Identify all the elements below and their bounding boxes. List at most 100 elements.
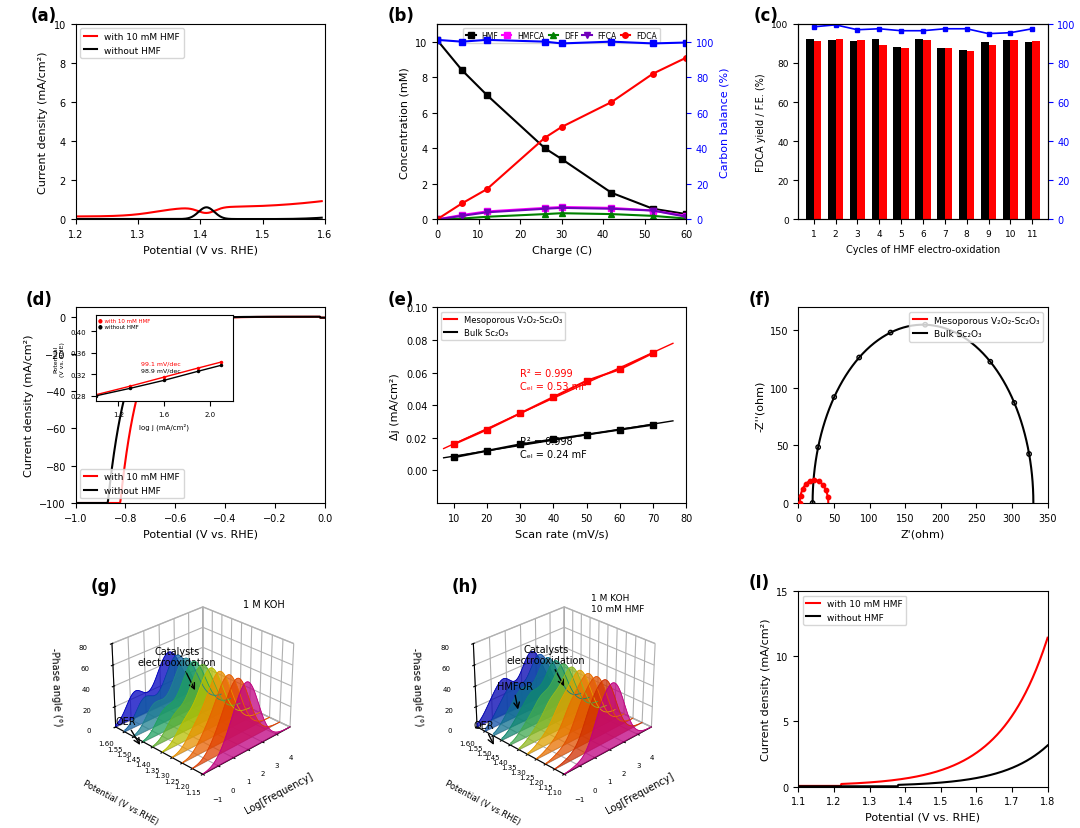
Point [806, 474, 823, 487]
FDCA [456, 200, 469, 209]
Y-axis label: FDCA yield / F.E. (%): FDCA yield / F.E. (%) [756, 73, 766, 171]
Bar [967, 52, 974, 220]
Bar [1025, 43, 1032, 220]
HMFCA [555, 203, 568, 213]
HMFCA [481, 207, 494, 217]
Y-axis label: Current density (mA/cm²): Current density (mA/cm²) [760, 618, 771, 760]
DFF [539, 209, 552, 219]
Bar [879, 46, 887, 220]
Point [792, 489, 809, 503]
Point [792, 497, 809, 510]
Text: 1 M KOH: 1 M KOH [243, 599, 285, 609]
Line: Carbon balance: Carbon balance [434, 38, 689, 47]
Point [951, 329, 969, 342]
HMF [481, 91, 494, 101]
Text: (h): (h) [453, 577, 478, 595]
Point [1021, 448, 1038, 461]
HMF [431, 36, 444, 46]
DFF [679, 214, 692, 224]
DFF [647, 212, 660, 222]
Text: Catalysts
electrooxidation: Catalysts electrooxidation [137, 646, 216, 667]
FDCA [679, 54, 692, 64]
HMF [456, 66, 469, 76]
FFCA [605, 205, 618, 214]
Bar [872, 40, 879, 220]
Bar [806, 40, 813, 220]
X-axis label: Z'(ohm): Z'(ohm) [901, 528, 945, 539]
Y-axis label: Concentration (mM): Concentration (mM) [400, 67, 409, 178]
Y-axis label: Potential (V vs.RHE): Potential (V vs.RHE) [443, 777, 522, 826]
Bar [981, 43, 988, 220]
Legend: with 10 mM HMF, without HMF: with 10 mM HMF, without HMF [802, 596, 906, 625]
Line: HMFCA: HMFCA [434, 205, 689, 223]
Text: (g): (g) [91, 577, 118, 595]
Bar [901, 49, 908, 220]
FFCA [431, 215, 444, 225]
Bar [836, 40, 843, 220]
Point [825, 391, 842, 404]
FDCA [481, 185, 494, 195]
Point [804, 497, 821, 510]
Point [810, 475, 827, 489]
Legend: with 10 mM HMF, without HMF: with 10 mM HMF, without HMF [80, 29, 184, 59]
HMF [555, 155, 568, 165]
Text: (f): (f) [748, 290, 771, 308]
Point [851, 351, 868, 364]
Point [1005, 397, 1023, 410]
X-axis label: Cycles of HMF electro-oxidation: Cycles of HMF electro-oxidation [846, 244, 1000, 254]
Point [797, 478, 814, 491]
HMFCA [431, 215, 444, 225]
FDCA [555, 123, 568, 132]
Bar [945, 49, 953, 220]
Carbon balance [539, 37, 552, 47]
HMFCA [456, 211, 469, 221]
Bar [1011, 41, 1018, 220]
Legend: Mesoporous V₂O₂-Sc₂O₃, Bulk Sc₂O₃: Mesoporous V₂O₂-Sc₂O₃, Bulk Sc₂O₃ [441, 312, 565, 341]
DFF [456, 214, 469, 224]
Text: R² = 0.999: R² = 0.999 [521, 368, 572, 378]
HMFCA [647, 206, 660, 216]
HMF [679, 209, 692, 219]
FFCA [481, 208, 494, 218]
Bar [937, 49, 945, 220]
Text: (e): (e) [387, 290, 414, 308]
Y-axis label: Current density (mA/cm²): Current density (mA/cm²) [38, 51, 49, 194]
X-axis label: Scan rate (mV/s): Scan rate (mV/s) [515, 528, 608, 539]
Text: Catalysts
electrooxidation: Catalysts electrooxidation [507, 644, 585, 666]
Y-axis label: Potential (V vs.RHE): Potential (V vs.RHE) [82, 777, 160, 826]
Bar [959, 51, 967, 220]
FFCA [555, 204, 568, 214]
Point [794, 483, 811, 496]
X-axis label: Log[Frequency]: Log[Frequency] [605, 770, 675, 815]
Text: (a): (a) [30, 7, 57, 25]
Legend: with 10 mM HMF, without HMF: with 10 mM HMF, without HMF [80, 469, 184, 499]
Bar [893, 48, 901, 220]
Bar [813, 42, 821, 220]
Carbon balance [647, 40, 660, 50]
Point [810, 441, 827, 455]
Carbon balance [679, 39, 692, 49]
DFF [431, 215, 444, 225]
Text: Cₑₗ = 0.53 mF: Cₑₗ = 0.53 mF [521, 382, 586, 392]
Y-axis label: Carbon balance (%): Carbon balance (%) [720, 67, 730, 178]
Bar [858, 41, 865, 220]
Carbon balance [456, 37, 469, 47]
Line: HMF: HMF [434, 38, 689, 218]
FDCA [431, 215, 444, 225]
Bar [988, 46, 996, 220]
X-axis label: Potential (V vs. RHE): Potential (V vs. RHE) [143, 528, 258, 539]
DFF [481, 213, 494, 223]
Point [917, 319, 934, 332]
Text: HMFOR: HMFOR [497, 681, 532, 691]
Text: (c): (c) [754, 7, 779, 25]
HMF [605, 189, 618, 199]
Bar [1032, 42, 1040, 220]
Carbon balance [605, 37, 618, 47]
FFCA [679, 213, 692, 223]
Bar [828, 41, 836, 220]
Text: (b): (b) [387, 7, 414, 25]
Point [982, 356, 999, 369]
Bar [916, 40, 923, 220]
Legend: HMF, HMFCA, DFF, FFCA, FDCA: HMF, HMFCA, DFF, FFCA, FDCA [463, 29, 660, 44]
Point [819, 491, 836, 504]
